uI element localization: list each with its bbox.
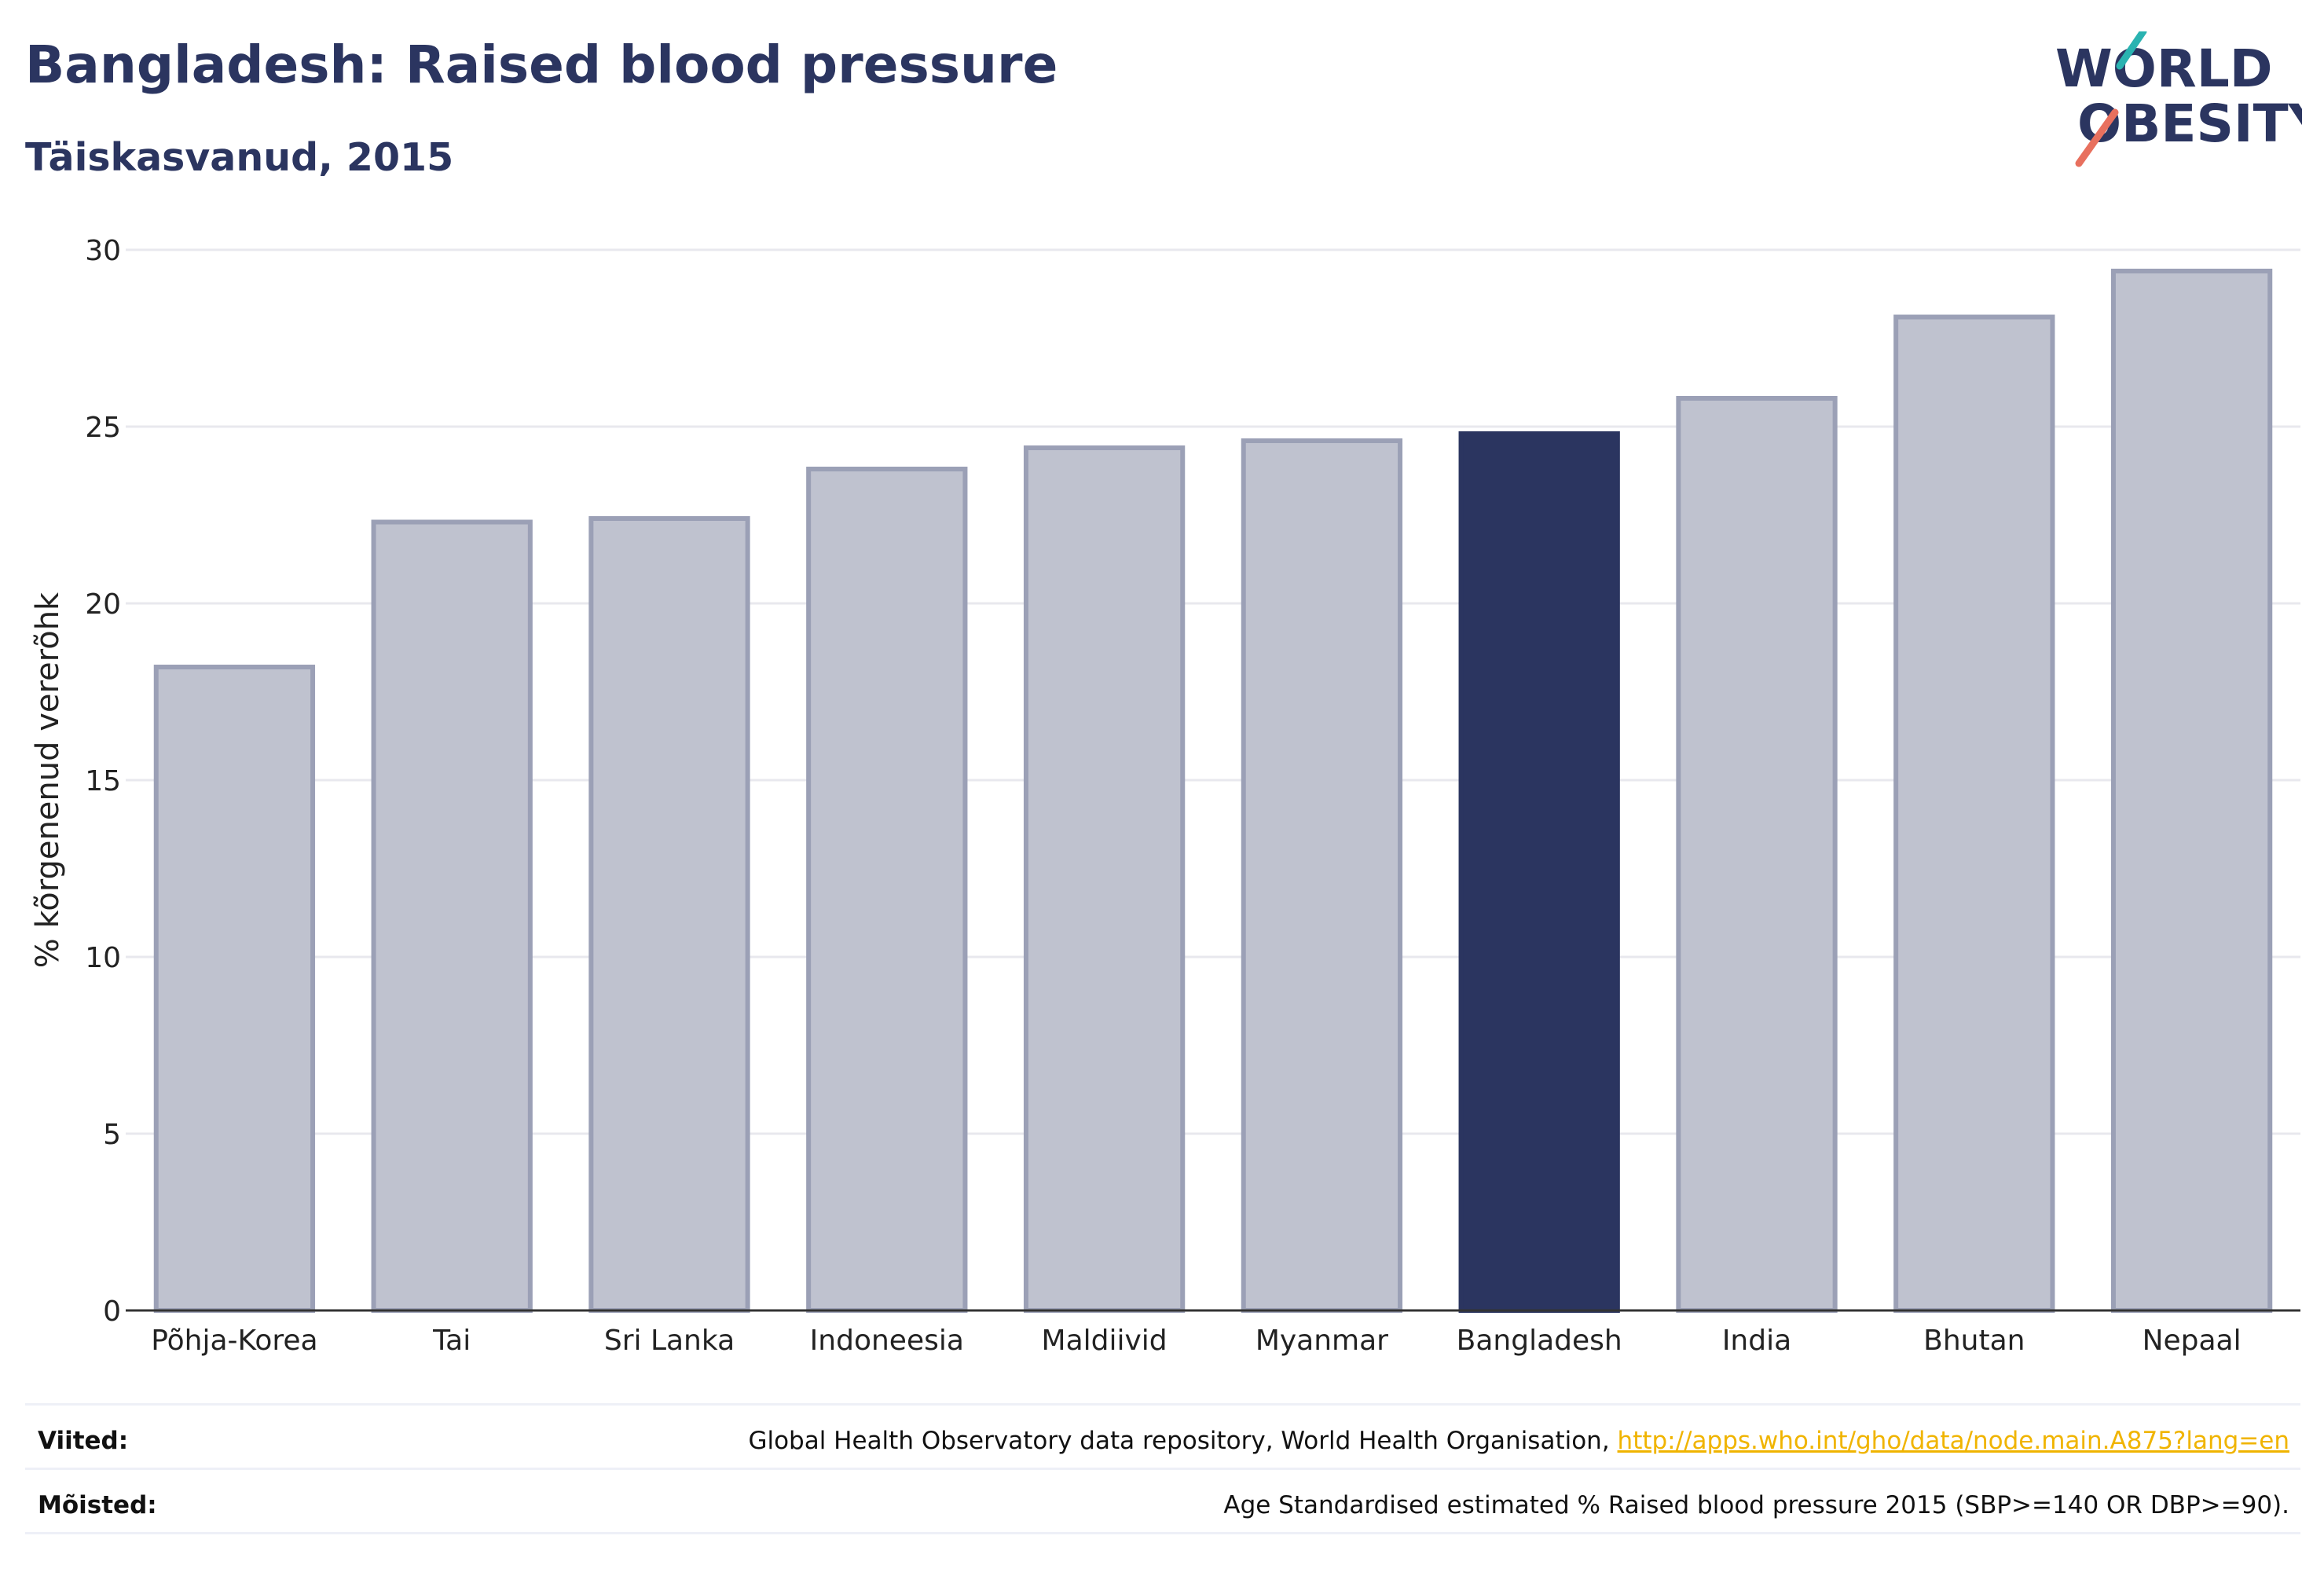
x-tick-label: Indoneesia [810,1325,964,1357]
definitions-label: Mõisted: [38,1491,157,1519]
x-tick-label: Maldiivid [1042,1325,1167,1357]
definitions-text: Age Standardised estimated % Raised bloo… [1223,1491,2289,1519]
x-axis-ticks: Põhja-Korea Tai Sri Lanka Indoneesia Maldiiv… [151,1325,2241,1357]
bar-india [1676,396,1838,1313]
x-tick-label: Sri Lanka [604,1325,735,1357]
bar-maldiivid [1023,445,1186,1313]
y-axis-title: % kõrgenenud vererõhk [30,592,66,968]
footer-divider [25,1468,2300,1470]
references-source: Global Health Observatory data repositor… [748,1427,1618,1455]
references-text: Global Health Observatory data repositor… [748,1427,2289,1455]
bar-indoneesia [806,467,968,1313]
footer-divider [25,1532,2300,1534]
x-tick-label: Tai [432,1325,471,1357]
y-tick-label: 20 [85,588,121,621]
footer-divider [25,1403,2300,1406]
bar-bhutan [1893,314,2055,1313]
y-tick-label: 10 [85,942,121,974]
y-tick-label: 15 [85,765,121,797]
y-tick-label: 0 [103,1296,121,1328]
bar-sri-lanka [588,516,750,1313]
bars [153,269,2273,1313]
x-tick-label: Bhutan [1923,1325,2025,1357]
y-tick-label: 5 [103,1119,121,1151]
y-tick-label: 30 [85,235,121,267]
x-tick-label: Nepaal [2143,1325,2242,1357]
bar-bangladesh [1458,431,1620,1313]
x-tick-label: Myanmar [1255,1325,1388,1357]
y-tick-label: 25 [85,412,121,444]
references-label: Viited: [38,1427,129,1455]
references-link[interactable]: http://apps.who.int/gho/data/node.main.A… [1617,1427,2289,1455]
bar-p-hja-korea [153,665,316,1313]
chart-title: Bangladesh: Raised blood pressure [25,35,1058,95]
x-tick-label: Bangladesh [1457,1325,1622,1357]
bar-myanmar [1241,438,1403,1313]
bar-tai [371,519,533,1313]
x-tick-label: India [1722,1325,1791,1357]
bar-nepaal [2110,269,2273,1313]
x-tick-label: Põhja-Korea [151,1325,317,1357]
world-obesity-logo: WORLD OBESITY [2055,31,2302,167]
svg-text:OBESITY: OBESITY [2077,93,2302,154]
svg-text:WORLD: WORLD [2055,38,2273,99]
bar-chart: 0 5 10 15 20 25 30 Põhja-Korea Tai Sri Lanka Indo… [30,235,2300,1357]
y-axis-ticks: 0 5 10 15 20 25 30 [85,235,121,1328]
chart-subtitle: Täiskasvanud, 2015 [25,135,454,180]
